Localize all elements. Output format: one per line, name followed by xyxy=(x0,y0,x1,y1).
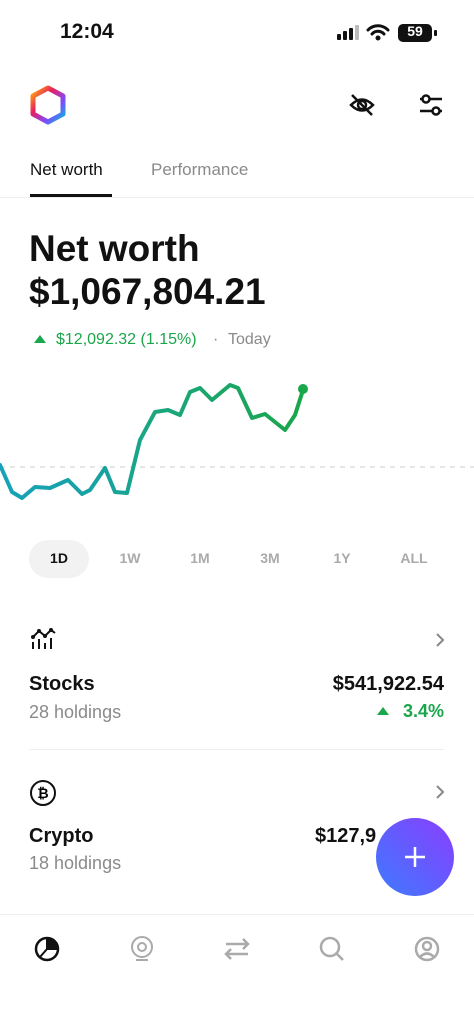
range-button[interactable]: 1D xyxy=(50,550,68,566)
up-arrow xyxy=(34,335,46,343)
nav-discover[interactable] xyxy=(131,936,153,961)
add-button[interactable] xyxy=(374,815,458,899)
status-icons xyxy=(337,24,437,42)
holding-count: 28 holdings xyxy=(29,702,122,722)
summary-value: $1,067,804.21 xyxy=(29,271,266,312)
range-selected-bg xyxy=(29,540,89,578)
sparkline xyxy=(0,383,305,500)
holding-value: $541,922.54 xyxy=(332,673,444,695)
holding-name[interactable]: Crypto xyxy=(29,825,94,847)
chevron[interactable] xyxy=(434,632,446,648)
range-button[interactable]: 1Y xyxy=(333,550,351,566)
chevron[interactable] xyxy=(434,784,446,800)
hide-balance-button[interactable] xyxy=(348,91,376,119)
holding-count: 18 holdings xyxy=(29,853,122,873)
sparkline-chart xyxy=(0,383,474,500)
divider xyxy=(29,749,444,750)
separator: · xyxy=(213,331,219,348)
sparkline-endpoint xyxy=(298,384,308,394)
stocks-icon xyxy=(31,628,56,649)
svg-text:₿: ₿ xyxy=(37,786,48,802)
nav-icons xyxy=(34,936,440,962)
battery-level: 59 xyxy=(407,23,423,39)
holding-value: $127,9 xyxy=(315,825,377,847)
up-arrow xyxy=(377,707,389,715)
bottom-nav xyxy=(0,914,474,1026)
range-button[interactable]: 3M xyxy=(260,550,280,566)
summary-title: Net worth xyxy=(29,228,200,269)
holding-change: 3.4% xyxy=(402,701,444,721)
nav-home[interactable] xyxy=(34,936,60,962)
range-button[interactable]: 1M xyxy=(190,550,210,566)
holding-name[interactable]: Stocks xyxy=(29,673,95,695)
app-logo xyxy=(30,85,66,125)
tab[interactable]: Net worth xyxy=(30,160,103,179)
tab-underline xyxy=(30,194,112,197)
summary-period: Today xyxy=(228,331,271,348)
settings-button[interactable] xyxy=(417,92,445,118)
nav-search[interactable] xyxy=(319,936,344,961)
status-time: 12:04 xyxy=(60,20,114,43)
nav-transfer[interactable] xyxy=(224,938,250,960)
crypto-icon: ₿ xyxy=(30,780,56,806)
divider xyxy=(0,197,474,198)
range-button[interactable]: 1W xyxy=(119,550,141,566)
range-button[interactable]: ALL xyxy=(400,550,428,566)
nav-profile[interactable] xyxy=(414,936,440,962)
tab[interactable]: Performance xyxy=(151,160,249,179)
summary-change: $12,092.32 (1.15%) xyxy=(56,331,197,348)
